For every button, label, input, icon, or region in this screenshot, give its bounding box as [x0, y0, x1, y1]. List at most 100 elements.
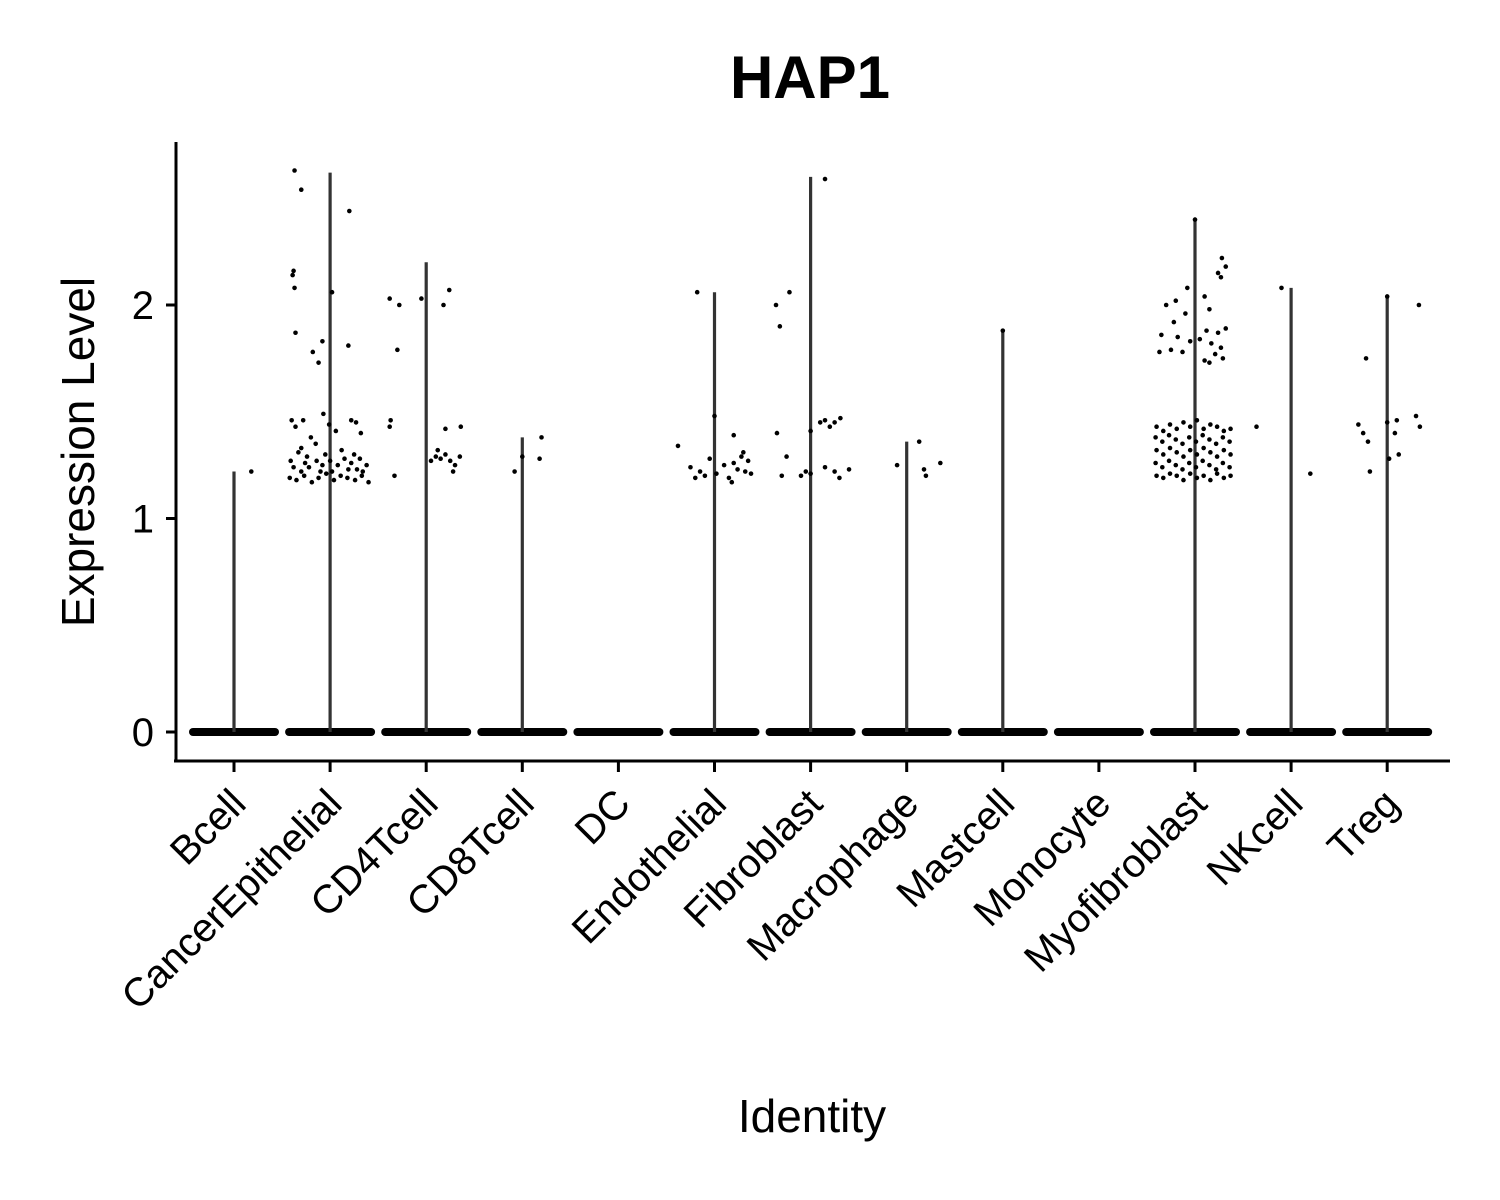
data-point [458, 424, 464, 429]
data-point [1204, 328, 1209, 333]
violin-cd4tcell [381, 262, 472, 736]
data-point [784, 454, 789, 459]
data-point [1154, 447, 1159, 453]
data-point [335, 462, 341, 468]
data-point [1384, 420, 1390, 425]
data-point [1160, 428, 1166, 434]
data-point [1174, 450, 1180, 455]
y-axis-ticks: 0 1 2 [132, 284, 176, 755]
data-point [1417, 424, 1423, 429]
y-tick-label-2: 2 [132, 284, 154, 328]
data-point [1221, 428, 1227, 434]
data-point [323, 471, 329, 476]
data-point [387, 296, 392, 301]
data-point [1175, 334, 1181, 340]
data-point [739, 454, 744, 459]
data-point [288, 458, 293, 464]
data-point [433, 454, 439, 459]
data-point [1160, 452, 1166, 457]
data-point [298, 445, 304, 451]
data-point [1154, 424, 1159, 429]
data-point [289, 417, 294, 423]
data-point [348, 417, 354, 423]
data-point [1167, 422, 1173, 427]
data-point [1392, 430, 1398, 436]
data-point [1157, 349, 1162, 355]
data-point [1174, 426, 1180, 432]
data-point [774, 430, 780, 436]
data-point [248, 469, 254, 474]
data-point [329, 289, 335, 295]
data-point [1183, 311, 1188, 316]
data-point [348, 460, 354, 466]
data-point [1181, 477, 1186, 483]
data-point [827, 424, 833, 429]
data-point [1186, 435, 1192, 440]
violin-nkcell [1246, 285, 1337, 736]
data-point [320, 338, 325, 344]
violin-bcell [189, 469, 279, 736]
data-point [388, 417, 393, 423]
data-point [292, 285, 297, 291]
data-point [342, 456, 347, 462]
data-point [1367, 469, 1373, 474]
data-point [822, 417, 828, 423]
data-point [1173, 462, 1179, 468]
data-point [1153, 460, 1158, 466]
data-point [702, 473, 708, 479]
data-point [1396, 452, 1402, 457]
data-point [803, 469, 809, 474]
data-point [731, 460, 737, 466]
data-point [726, 475, 732, 481]
violin-cd8tcell [477, 435, 568, 736]
data-point [694, 289, 700, 295]
data-point [345, 475, 350, 481]
data-point [1159, 332, 1164, 338]
data-point [729, 479, 735, 485]
data-point [1207, 306, 1212, 312]
data-point [435, 447, 441, 453]
data-point [329, 469, 335, 474]
data-point [916, 439, 922, 444]
data-point [779, 473, 785, 479]
data-point [304, 454, 310, 459]
data-point [712, 413, 717, 419]
data-point [326, 422, 332, 427]
data-point [748, 471, 754, 476]
data-point [322, 452, 328, 457]
data-point [777, 324, 783, 329]
data-point [1174, 473, 1180, 479]
data-point [352, 477, 358, 483]
data-point [443, 452, 448, 457]
data-point [1187, 471, 1193, 476]
data-point [1160, 439, 1165, 444]
data-point [1218, 274, 1224, 280]
data-point [347, 208, 352, 214]
data-point [721, 462, 727, 468]
data-point [742, 469, 748, 474]
data-point [1160, 464, 1165, 470]
data-point [1171, 319, 1177, 325]
data-point [452, 462, 458, 468]
data-point [366, 479, 371, 485]
data-point [457, 454, 463, 459]
data-point [1227, 464, 1232, 470]
data-point [1197, 336, 1203, 342]
data-point [1208, 422, 1213, 427]
data-point [1221, 475, 1227, 481]
data-point [1360, 430, 1366, 436]
data-point [314, 458, 319, 464]
data-point [360, 469, 366, 474]
data-point [1201, 445, 1206, 451]
data-point [1394, 417, 1400, 423]
data-point [731, 432, 737, 438]
data-point [1223, 264, 1229, 269]
data-point [1213, 441, 1219, 447]
data-point [313, 441, 318, 447]
violin-mastcell [957, 328, 1048, 736]
data-point [1168, 347, 1174, 353]
data-point [291, 268, 296, 274]
data-point [1254, 424, 1259, 429]
data-point [300, 417, 306, 423]
